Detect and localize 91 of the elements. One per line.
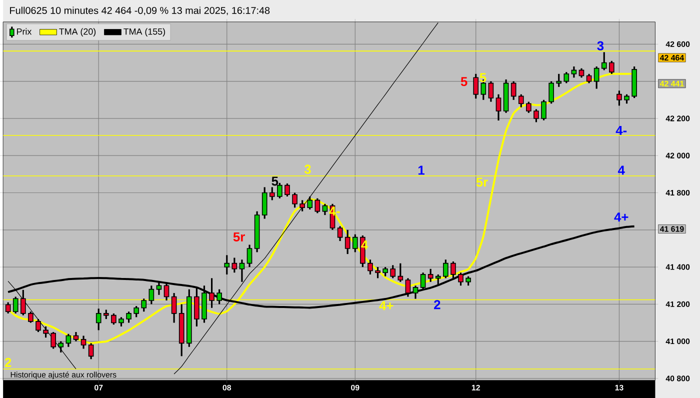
candlestick <box>239 258 245 283</box>
candlestick <box>164 282 170 302</box>
annotation: 4- <box>616 126 627 135</box>
candlestick <box>96 308 102 331</box>
candlestick <box>609 60 614 75</box>
candlestick <box>405 277 411 298</box>
candlestick <box>262 186 268 220</box>
chart-title: Full0625 10 minutes 42 464 -0,09 % 13 mai 2025, 16:17:48 <box>10 6 270 16</box>
candlestick <box>171 292 177 324</box>
candlestick <box>314 197 320 214</box>
annotation: 5r <box>476 178 488 187</box>
candlestick <box>578 67 584 78</box>
candlestick <box>541 98 546 122</box>
candlestick <box>58 340 64 354</box>
candlestick <box>375 266 380 279</box>
candlestick <box>594 66 600 90</box>
annotation: 4 <box>361 240 368 250</box>
candlestick <box>466 275 471 286</box>
candlestick <box>556 72 562 88</box>
candlestick <box>277 182 282 200</box>
candlestick <box>80 334 86 350</box>
candlestick <box>224 254 230 276</box>
annotation: 3 <box>597 41 604 50</box>
candlestick <box>435 274 441 286</box>
annotation: 4 <box>618 166 625 175</box>
candlestick <box>458 272 464 286</box>
legend-label: TMA (20) <box>59 28 96 36</box>
annotation: 2 <box>434 300 440 310</box>
candlestick <box>450 260 456 279</box>
legend-label: TMA (155) <box>124 28 165 36</box>
candlestick <box>624 93 630 104</box>
candlestick <box>216 288 222 305</box>
annotation: 5r <box>233 232 245 242</box>
candlestick <box>111 312 116 326</box>
annotation: 4+ <box>614 212 628 222</box>
candlestick <box>368 258 373 276</box>
candlestick <box>156 280 162 296</box>
candlestick <box>337 225 343 242</box>
candlestick <box>118 316 124 328</box>
candlestick <box>5 301 11 314</box>
candlestick <box>443 258 448 279</box>
candlestick <box>526 100 532 114</box>
candlestick <box>300 199 305 212</box>
candlestick <box>88 342 94 360</box>
candlestick <box>134 305 139 318</box>
candlestick <box>12 296 18 314</box>
annotation: 2 <box>4 358 12 367</box>
annotation: 5 <box>480 73 486 82</box>
candlestick <box>73 331 79 342</box>
candlestick <box>269 186 275 201</box>
candlestick <box>564 71 570 84</box>
candlestick <box>28 310 34 324</box>
candlestick <box>50 331 56 350</box>
candlestick <box>428 268 434 283</box>
candlestick <box>586 72 592 84</box>
annotation: 5 <box>460 77 468 86</box>
candlestick <box>232 256 238 274</box>
candlestick <box>36 318 41 333</box>
candlestick <box>126 310 132 324</box>
candlestick <box>412 284 418 300</box>
candlestick <box>616 90 622 106</box>
candlestick <box>548 80 554 104</box>
annotation: 5 <box>272 176 278 186</box>
candlestick <box>510 80 516 101</box>
candlestick <box>284 182 290 198</box>
candlestick <box>141 298 147 312</box>
candlestick <box>246 244 252 268</box>
candlestick <box>496 93 502 122</box>
candlestick <box>103 308 109 320</box>
candlestick <box>390 264 396 279</box>
candlestick <box>344 228 350 255</box>
candlestick <box>292 192 298 208</box>
annotation: 4+ <box>379 301 394 310</box>
candlestick <box>382 266 388 278</box>
candlestick <box>420 272 426 290</box>
annotation: 1 <box>418 166 424 175</box>
candlestick <box>148 284 154 305</box>
candlestick <box>66 332 72 348</box>
candlestick <box>571 66 577 78</box>
candlestick <box>488 80 494 102</box>
candlestick <box>322 202 328 216</box>
candlestick <box>398 262 404 283</box>
candlestick <box>473 72 479 100</box>
annotation: 3 <box>304 164 311 174</box>
candlestick <box>307 196 313 210</box>
candlestick <box>601 51 607 71</box>
legend-label: Prix <box>17 28 32 35</box>
candlestick <box>352 233 358 253</box>
candlestick <box>518 93 524 108</box>
candlestick <box>43 326 48 338</box>
candlestick <box>534 108 539 123</box>
